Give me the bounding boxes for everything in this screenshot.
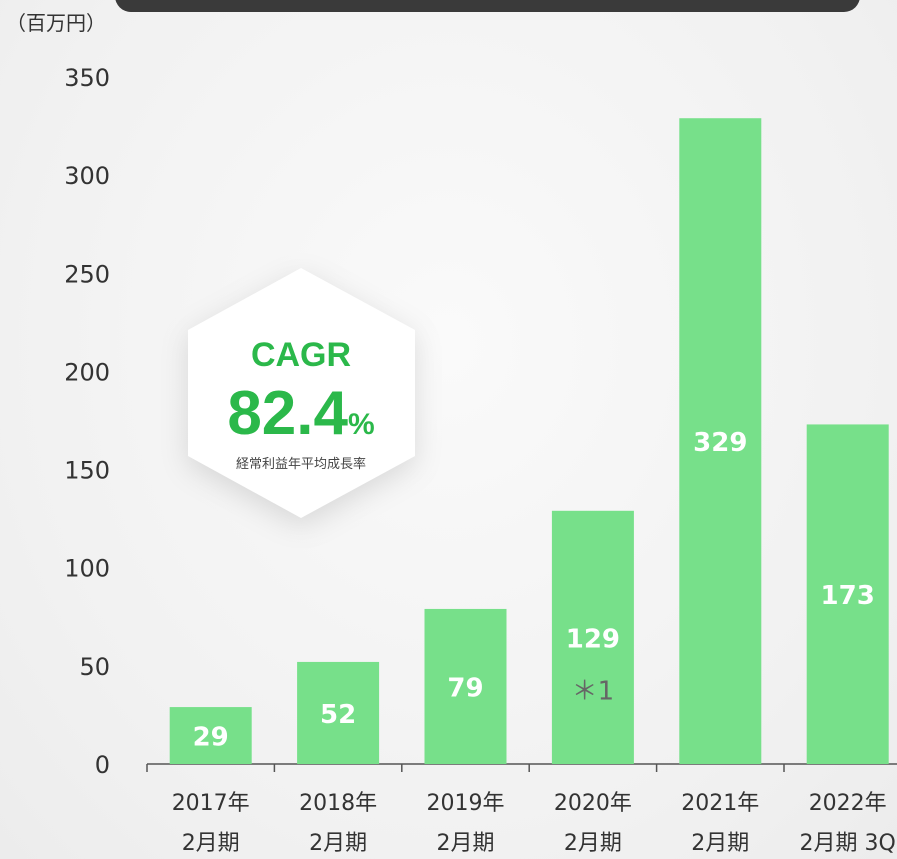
unit-label: （百万円） [6,11,106,35]
y-tick-label: 350 [64,64,110,92]
bar [679,118,762,765]
y-tick-label: 300 [64,162,110,190]
x-tick-label: 2021年 2月期 [681,791,760,856]
badge-value: 82.4% [227,379,374,448]
value-label: 129 [566,624,620,654]
badge-number: 82.4 [227,379,348,448]
value-label: 29 [193,723,229,753]
header-bar [115,0,860,12]
y-tick-label: 0 [95,751,110,779]
bar [806,424,889,764]
value-label: 329 [693,428,747,458]
y-tick-label: 200 [64,358,110,386]
y-tick-label: 150 [64,457,110,485]
bar [297,661,380,764]
bar [551,510,634,764]
badge-hexagon [188,268,415,518]
x-tick-label: 2018年 2月期 [299,791,378,856]
x-tick-label: 2017年 2月期 [171,791,250,856]
x-tick-label: 2022年 2月期 3Q [799,791,896,856]
value-label: 173 [821,581,875,611]
bar [424,608,507,764]
badge-unit: % [348,408,375,441]
x-tick-label: 2019年 2月期 [426,791,505,856]
x-tick-label: 2020年 2月期 [553,791,632,856]
value-label: 52 [320,700,356,730]
badge-title: CAGR [251,336,351,374]
bar [169,707,252,764]
badge-caption: 経常利益年平均成長率 [236,456,366,472]
y-tick-label: 100 [64,555,110,583]
y-tick-label: 250 [64,260,110,288]
bar-note: ＊1 [572,676,615,706]
value-label: 79 [447,673,483,703]
y-tick-label: 50 [79,653,110,681]
